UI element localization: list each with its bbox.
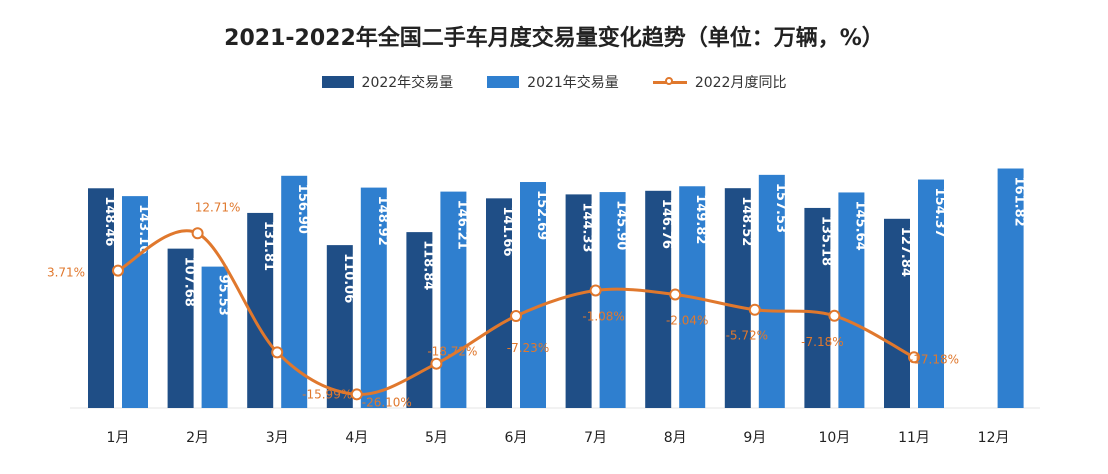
legend: 2022年交易量 2021年交易量 2022月度同比: [0, 72, 1108, 92]
yoy-label: -2.04%: [666, 313, 708, 327]
yoy-point: [908, 351, 920, 364]
bar-2021-2-bar: [201, 266, 228, 408]
yoy-label: -7.23%: [507, 341, 549, 355]
x-tick-label: 10月: [818, 430, 850, 446]
x-tick-label: 1月: [107, 430, 130, 446]
bar-2022-2-value-label: 107.68: [182, 257, 197, 307]
bar-2021-11-value-label: 154.37: [932, 188, 947, 238]
bar-2022-6-bar: [486, 198, 512, 408]
bar-2022-1-value-label: 148.46: [102, 196, 117, 246]
legend-item-2022-volume: 2022年交易量: [321, 72, 454, 92]
bar-2022-7-bar: [565, 194, 592, 408]
yoy-label: -18.72%: [427, 345, 477, 359]
yoy-point: [271, 346, 284, 359]
legend-label-2021: 2021年交易量: [527, 75, 619, 91]
bar-2022-11-bar: [884, 218, 910, 408]
bar-2021-12-value-label: 161.82: [1012, 177, 1027, 227]
bar-2021-11-bar: [918, 179, 944, 408]
bar-2021-6-value-label: 152.69: [534, 190, 549, 240]
bar-2022-8-value-label: 146.76: [659, 199, 674, 249]
bar-2022-8-bar: [645, 190, 672, 408]
x-tick-label: 8月: [664, 430, 687, 446]
x-tick-label: 12月: [978, 430, 1010, 446]
legend-swatch-yoy: [652, 76, 687, 88]
bar-2022-5-value-label: 118.84: [420, 240, 435, 290]
yoy-label: 3.71%: [47, 266, 85, 280]
x-tick-label: 7月: [584, 430, 607, 446]
bar-2021-7-bar: [599, 192, 626, 408]
bar-2022-10-value-label: 135.18: [818, 216, 833, 266]
bar-2022-1-bar: [88, 188, 114, 408]
legend-item-2021-volume: 2021年交易量: [487, 72, 619, 92]
bar-2021-10-bar: [838, 192, 865, 408]
legend-swatch-2022: [321, 76, 354, 88]
bar-2021-6-bar: [520, 182, 546, 408]
yoy-point: [112, 264, 124, 277]
yoy-point: [350, 388, 363, 401]
bar-2022-3-bar: [247, 212, 274, 408]
yoy-label: -17.18%: [909, 352, 959, 366]
bar-2021-4-bar: [360, 187, 387, 408]
x-tick-label: 5月: [425, 430, 448, 446]
bar-2021-10-value-label: 145.64: [852, 200, 867, 250]
bar-2021-9-bar: [758, 174, 785, 408]
bar-2021-9-value-label: 157.53: [773, 183, 788, 233]
x-tick-label: 6月: [505, 430, 528, 446]
yoy-label: -5.72%: [726, 329, 768, 343]
bar-2022-4-bar: [326, 245, 353, 408]
bar-2021-5-value-label: 146.21: [454, 200, 469, 250]
x-tick-label: 9月: [743, 430, 766, 446]
x-tick-label: 4月: [345, 430, 368, 446]
yoy-line: [117, 229, 915, 396]
x-tick-label: 3月: [266, 430, 289, 446]
bar-2022-9-value-label: 148.52: [739, 196, 754, 246]
yoy-point: [510, 310, 522, 323]
legend-swatch-2021: [487, 76, 520, 88]
yoy-label: -7.18%: [801, 335, 843, 349]
bar-2021-1-value-label: 143.16: [136, 204, 151, 254]
bar-2022-7-value-label: 144.33: [580, 202, 595, 252]
bar-2021-3-value-label: 156.90: [295, 184, 310, 234]
legend-label-2022: 2022年交易量: [361, 75, 454, 91]
yoy-label: -26.10%: [362, 395, 412, 409]
yoy-point: [430, 357, 443, 370]
bar-2022-6-value-label: 141.66: [500, 206, 515, 256]
bar-2021-2-value-label: 95.53: [216, 275, 231, 316]
bar-2021-4-value-label: 148.92: [375, 196, 390, 246]
yoy-point: [589, 284, 602, 297]
yoy-label: 12.71%: [195, 200, 241, 214]
legend-item-yoy: 2022月度同比: [652, 72, 787, 92]
bar-2021-12-bar: [997, 168, 1024, 408]
bar-2022-10-bar: [804, 207, 831, 408]
yoy-point: [669, 288, 682, 301]
bar-2022-4-value-label: 110.06: [341, 253, 356, 303]
bar-2022-9-bar: [724, 188, 751, 408]
chart-title: 2021-2022年全国二手车月度交易量变化趋势（单位：万辆，%）: [224, 26, 884, 51]
x-tick-label: 2月: [186, 430, 209, 446]
bar-2021-5-bar: [440, 191, 467, 408]
bar-2022-11-value-label: 127.84: [898, 227, 913, 277]
yoy-point: [748, 303, 761, 316]
yoy-point: [191, 227, 204, 240]
x-tick-label: 11月: [898, 430, 930, 446]
bar-2021-7-value-label: 145.90: [614, 200, 629, 250]
yoy-label: -1.08%: [582, 309, 624, 323]
yoy-point: [828, 309, 841, 322]
bar-2022-3-value-label: 131.81: [261, 221, 276, 271]
bar-2021-1-bar: [122, 196, 148, 408]
bar-2021-8-value-label: 149.82: [693, 194, 708, 244]
yoy-label: -15.99%: [302, 387, 352, 401]
bar-2022-2-bar: [167, 248, 194, 408]
legend-label-yoy: 2022月度同比: [694, 75, 787, 91]
